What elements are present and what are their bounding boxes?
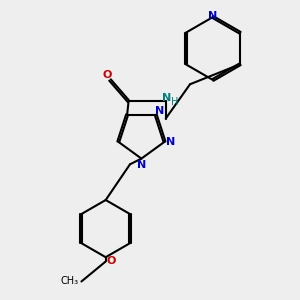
Text: N: N <box>137 160 146 170</box>
Text: H: H <box>171 97 178 107</box>
Text: N: N <box>166 137 176 147</box>
Text: CH₃: CH₃ <box>60 277 79 286</box>
Text: N: N <box>154 106 164 116</box>
Text: N: N <box>162 93 171 103</box>
Text: O: O <box>106 256 116 266</box>
Text: N: N <box>208 11 218 21</box>
Text: O: O <box>102 70 112 80</box>
